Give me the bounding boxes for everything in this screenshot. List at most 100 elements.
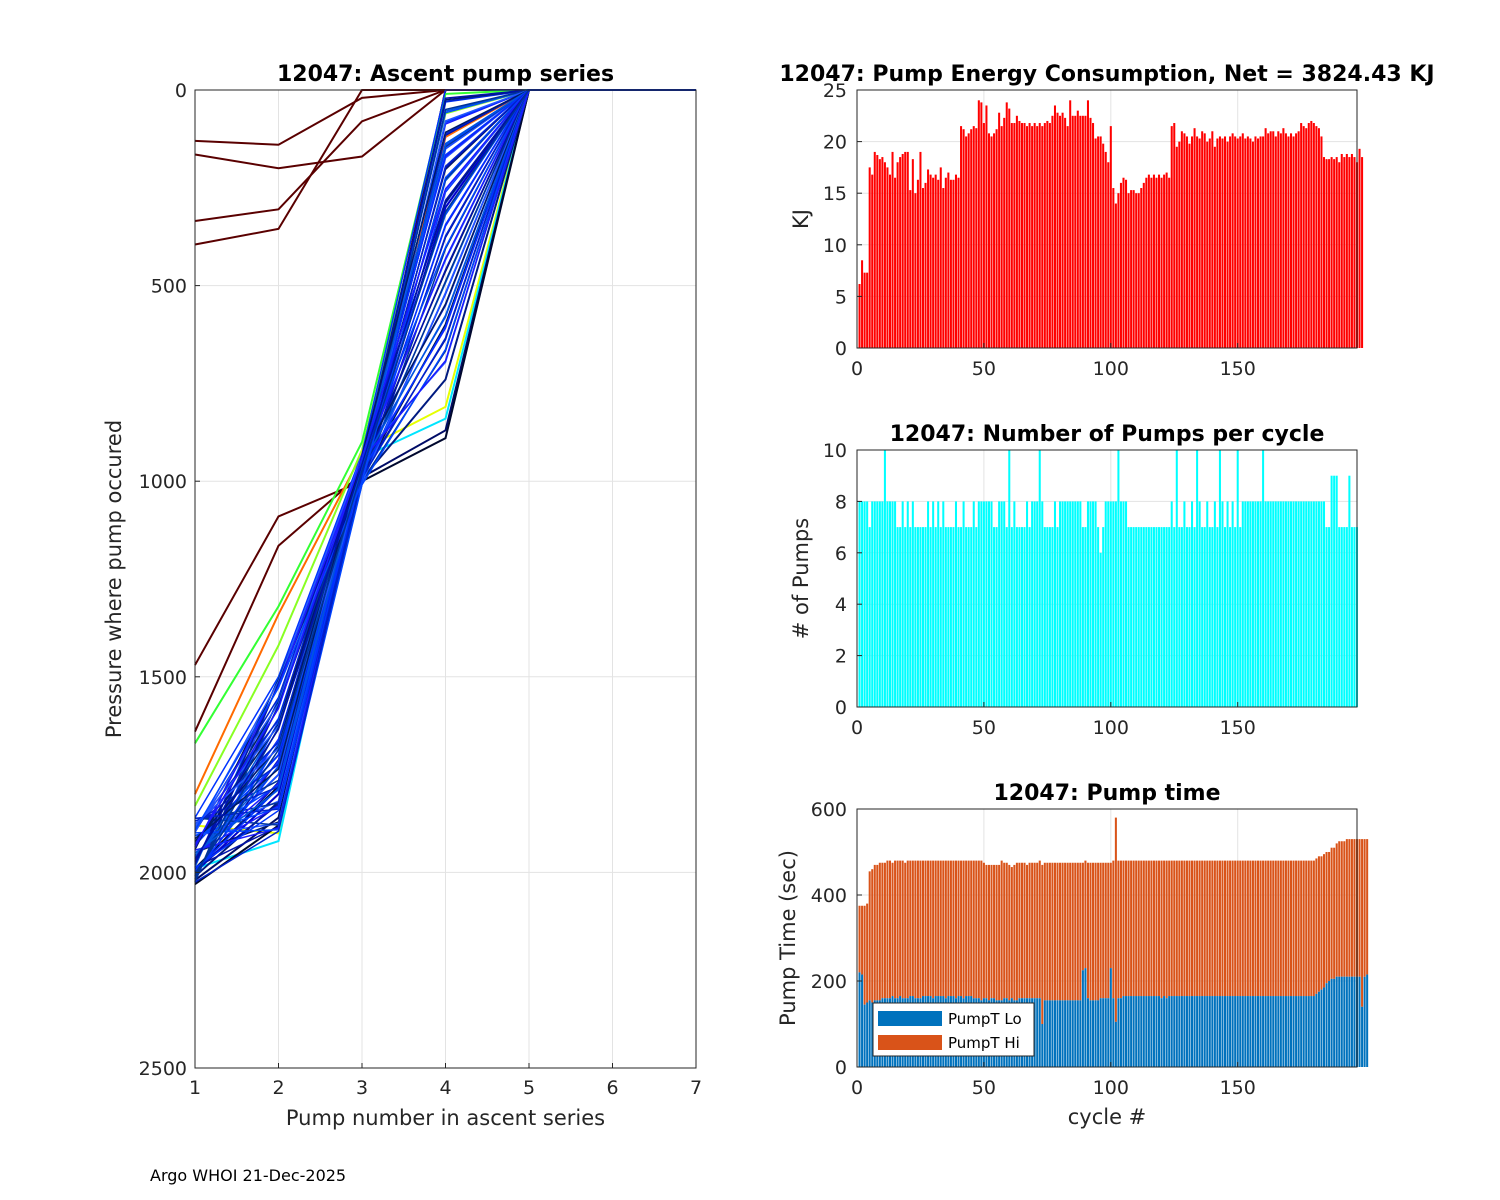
bar-pumpt-hi xyxy=(1206,860,1209,997)
bar xyxy=(937,179,940,348)
bar xyxy=(934,527,937,707)
bar-pumpt-hi xyxy=(937,860,940,997)
bar xyxy=(1310,120,1313,349)
bar xyxy=(881,157,884,348)
bar xyxy=(1244,501,1247,707)
bar-pumpt-hi xyxy=(1127,860,1130,997)
bar xyxy=(919,151,922,348)
bar xyxy=(1348,475,1351,707)
bar-pumpt-hi xyxy=(1000,860,1003,1001)
bar xyxy=(1013,123,1016,348)
bar-pumpt-lo xyxy=(1211,996,1214,1067)
bar xyxy=(1257,138,1260,348)
x-tick-label: 50 xyxy=(972,1077,996,1099)
bar-pumpt-hi xyxy=(1071,862,1074,1001)
bar xyxy=(914,527,917,707)
bar-pumpt-hi xyxy=(1020,862,1023,999)
bar xyxy=(960,126,963,349)
y-tick-label: 2 xyxy=(835,646,847,668)
bar-pumpt-hi xyxy=(934,860,937,997)
bar xyxy=(1305,128,1308,348)
bar-pumpt-lo xyxy=(1274,996,1277,1067)
bar xyxy=(1089,501,1092,707)
bar-pumpt-lo xyxy=(1307,996,1310,1067)
bar-pumpt-lo xyxy=(1330,978,1333,1067)
bar-pumpt-hi xyxy=(1277,860,1280,997)
bar-pumpt-hi xyxy=(1257,860,1260,997)
bar-pumpt-lo xyxy=(1130,996,1133,1067)
bar-pumpt-hi xyxy=(1170,860,1173,997)
bar xyxy=(1216,138,1219,348)
bar-pumpt-lo xyxy=(1059,1000,1062,1067)
bar-pumpt-lo xyxy=(1259,996,1262,1067)
bar-pumpt-hi xyxy=(995,864,998,1001)
bar-pumpt-lo xyxy=(1178,996,1181,1067)
bar-pumpt-lo xyxy=(1188,996,1191,1067)
bar-pumpt-lo xyxy=(1122,996,1125,1067)
bar xyxy=(876,155,879,348)
y-tick-label: 10 xyxy=(823,235,847,257)
bar xyxy=(1155,177,1158,348)
bar-pumpt-hi xyxy=(1315,858,1318,994)
bar-pumpt-lo xyxy=(1089,1000,1092,1067)
bar xyxy=(1150,177,1153,348)
bar xyxy=(1023,123,1026,348)
bar xyxy=(1033,501,1036,707)
bar xyxy=(1343,157,1346,348)
bar-pumpt-hi xyxy=(1046,862,1049,1001)
bar-pumpt-hi xyxy=(1226,860,1229,997)
bar xyxy=(1353,527,1356,707)
bar-pumpt-hi xyxy=(1185,860,1188,997)
bar xyxy=(1251,141,1254,348)
bar xyxy=(1061,112,1064,348)
bar xyxy=(952,527,955,707)
bar xyxy=(1198,138,1201,348)
bar xyxy=(1307,501,1310,707)
bar xyxy=(1320,136,1323,348)
bar xyxy=(929,527,932,707)
bar-pumpt-hi xyxy=(1267,860,1270,997)
bar-pumpt-hi xyxy=(858,905,861,973)
bar-pumpt-hi xyxy=(911,860,914,997)
bar xyxy=(927,169,930,348)
bar xyxy=(1145,177,1148,348)
bar xyxy=(1295,133,1298,348)
bar xyxy=(1155,527,1158,707)
bar xyxy=(995,527,998,707)
bar xyxy=(1279,501,1282,707)
bar xyxy=(1081,115,1084,348)
bar xyxy=(868,527,871,707)
bar xyxy=(1292,136,1295,348)
bar xyxy=(977,501,980,707)
bar-pumpt-hi xyxy=(1292,860,1295,997)
bar-pumpt-hi xyxy=(1269,860,1272,997)
bar-pumpt-lo xyxy=(1099,998,1102,1067)
bar xyxy=(921,527,925,707)
bar xyxy=(1117,193,1120,348)
bar xyxy=(1104,151,1107,348)
bar-pumpt-hi xyxy=(1213,860,1216,997)
bar-pumpt-lo xyxy=(1218,996,1221,1067)
bar xyxy=(1282,128,1285,348)
bar xyxy=(1160,177,1163,348)
bar-pumpt-lo xyxy=(1287,996,1290,1067)
bar xyxy=(1284,133,1287,348)
bar xyxy=(1015,527,1018,707)
bar xyxy=(1109,501,1112,707)
bar-pumpt-hi xyxy=(1180,860,1183,997)
bar-pumpt-hi xyxy=(904,862,907,999)
bar xyxy=(1203,527,1206,707)
x-tick-label: 100 xyxy=(1093,1077,1129,1099)
bar xyxy=(927,501,930,707)
bar-pumpt-hi xyxy=(1158,860,1161,997)
bar-pumpt-hi xyxy=(868,871,871,1001)
bar xyxy=(1158,527,1161,707)
bar xyxy=(990,501,993,707)
bar-pumpt-lo xyxy=(1092,1000,1095,1067)
bar-pumpt-lo xyxy=(1236,996,1239,1067)
bar xyxy=(899,157,902,348)
bar xyxy=(1168,177,1171,348)
bar xyxy=(1218,136,1221,348)
bar-pumpt-hi xyxy=(967,860,970,997)
